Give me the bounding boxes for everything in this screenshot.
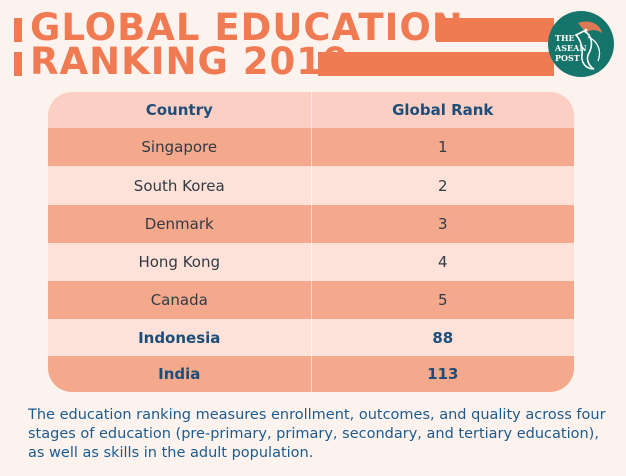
header-global-rank: Global Rank (310, 92, 575, 128)
rank-cell: 113 (310, 356, 575, 392)
rank-cell: 3 (310, 205, 575, 243)
title-bar-right-top (436, 18, 554, 42)
country-cell: Denmark (144, 215, 214, 233)
logo-text-the: THE (555, 33, 575, 43)
table-row: Hong Kong 4 (48, 243, 574, 281)
ranking-table: Country Global Rank Singapore 1 South Ko… (48, 92, 574, 392)
table-row: Denmark 3 (48, 205, 574, 243)
hornbill-bird-icon: THE ASEAN POST (554, 21, 602, 70)
rank-cell: 88 (310, 319, 575, 357)
title-block: GLOBAL EDUCATION RANKING 2019 (14, 6, 554, 83)
table-row: Singapore 1 (48, 128, 574, 166)
rank-cell: 2 (310, 167, 575, 205)
country-cell: Singapore (141, 138, 218, 156)
country-cell: Canada (150, 291, 208, 309)
table-row: Canada 5 (48, 281, 574, 319)
title-line-2: RANKING 2019 (30, 40, 350, 83)
rank-cell: 1 (310, 128, 575, 166)
country-cell: India (158, 365, 201, 383)
logo-text-post: POST (555, 53, 580, 63)
country-cell: Indonesia (138, 329, 221, 347)
table-row: South Korea 2 (48, 167, 574, 205)
title-bar-right-bottom (318, 52, 554, 76)
table-header-row: Country Global Rank (48, 92, 574, 128)
country-cell: South Korea (133, 177, 225, 195)
rank-cell: 4 (310, 243, 575, 281)
title-line-1: GLOBAL EDUCATION (30, 6, 464, 49)
title-bar-left-bottom (14, 52, 22, 76)
footnote: The education ranking measures enrollmen… (28, 407, 606, 461)
title-bar-left-top (14, 18, 22, 42)
logo-text-asean: ASEAN (554, 43, 587, 53)
table-row: India 113 (48, 356, 574, 392)
rank-cell: 5 (310, 281, 575, 319)
the-asean-post-logo: THE ASEAN POST (548, 11, 614, 77)
table-row: Indonesia 88 (48, 319, 574, 357)
country-cell: Hong Kong (138, 253, 221, 271)
header-country: Country (145, 101, 213, 119)
